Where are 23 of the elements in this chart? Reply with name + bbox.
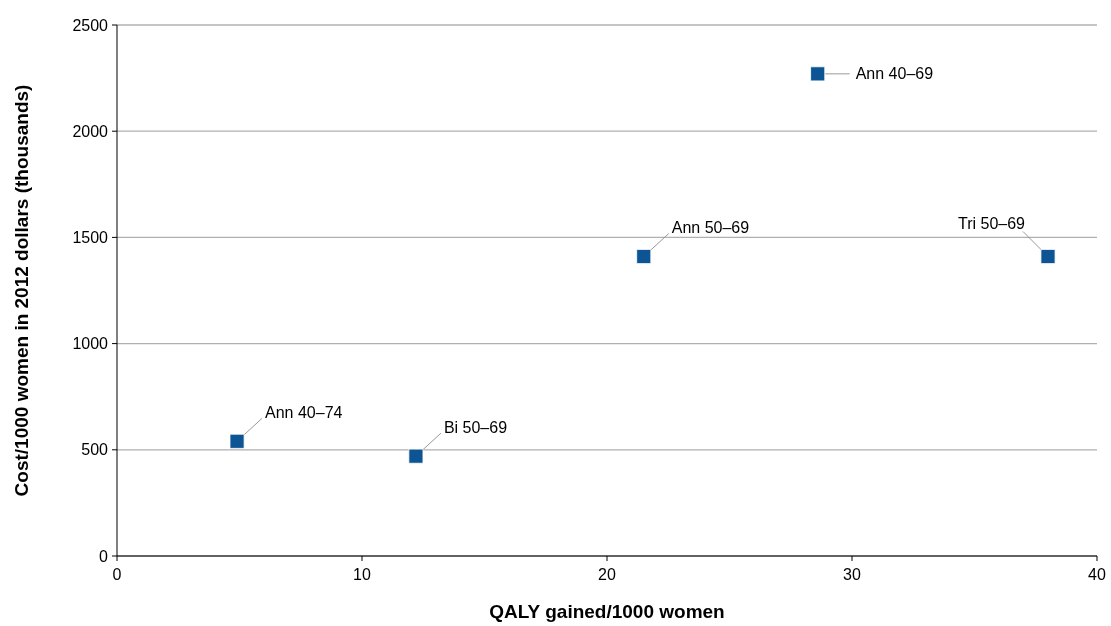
y-axis-title: Cost/1000 women in 2012 dollars (thousands) bbox=[11, 84, 32, 497]
point bbox=[408, 448, 424, 464]
y-tick-label: 1000 bbox=[72, 335, 109, 353]
point bbox=[229, 433, 245, 449]
x-tick-label: 40 bbox=[1088, 566, 1106, 583]
annotation: Bi 50–69 bbox=[443, 418, 508, 436]
x-tick-label: 30 bbox=[843, 566, 861, 583]
y-tick-label: 500 bbox=[81, 441, 109, 459]
y-tick-label: 1500 bbox=[72, 229, 109, 246]
annotation: Ann 50–69 bbox=[671, 219, 750, 237]
annotation: Ann 40–74 bbox=[265, 403, 343, 421]
annotation: Ann 40–69 bbox=[855, 65, 934, 83]
y-tick-label: 2000 bbox=[72, 122, 109, 140]
point bbox=[636, 249, 652, 264]
y-tick-label: 2500 bbox=[72, 16, 109, 34]
x-axis-title: QALY gained/1000 women bbox=[489, 601, 725, 622]
y-tick-label: 0 bbox=[99, 547, 109, 565]
point bbox=[810, 66, 826, 82]
x-tick-label: 0 bbox=[112, 566, 122, 583]
x-tick-label: 20 bbox=[598, 566, 616, 583]
annotation: Tri 50–69 bbox=[958, 215, 1026, 233]
x-tick-label: 10 bbox=[353, 566, 371, 583]
point bbox=[1040, 249, 1056, 264]
